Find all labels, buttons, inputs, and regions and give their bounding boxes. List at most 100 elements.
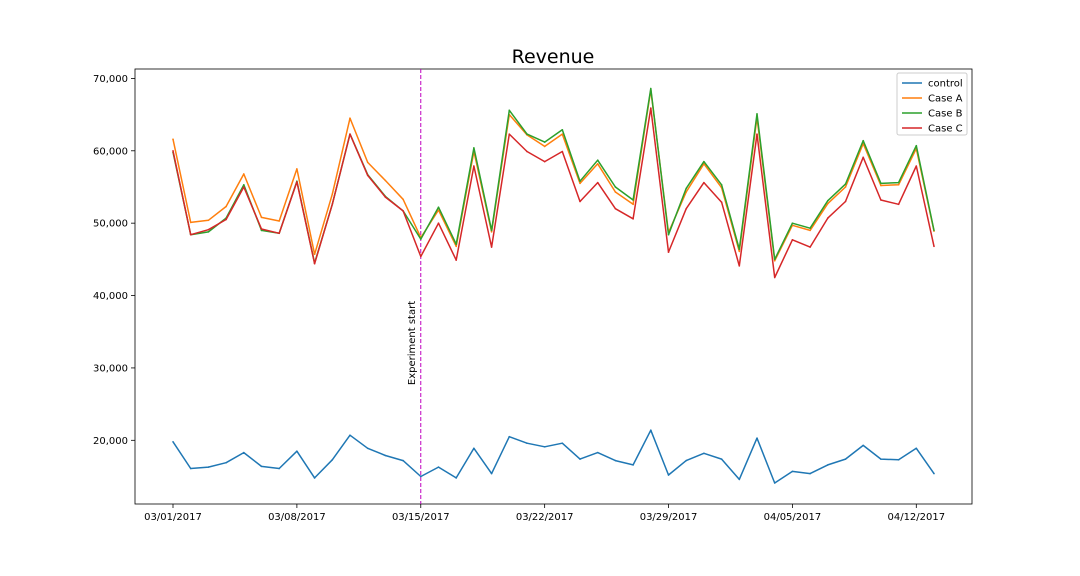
data-point [384, 196, 387, 198]
data-point [526, 150, 528, 153]
data-point [596, 163, 599, 165]
data-point [260, 228, 263, 230]
data-point [614, 207, 617, 210]
data-point [685, 459, 688, 462]
data-point [738, 250, 741, 253]
data-point [685, 207, 688, 210]
data-point [402, 210, 404, 212]
data-point [756, 113, 758, 115]
data-point [756, 437, 758, 439]
data-point [915, 144, 918, 147]
data-point [738, 265, 741, 267]
y-tick-label: 20,000 [93, 436, 128, 447]
data-point [880, 458, 882, 460]
data-point [402, 459, 404, 462]
data-point [242, 184, 245, 186]
data-point [490, 231, 493, 233]
experiment-start-label: Experiment start [407, 301, 418, 385]
data-point [596, 159, 599, 161]
data-point [225, 218, 227, 221]
data-point [331, 193, 334, 196]
data-point [437, 206, 440, 209]
data-point [579, 458, 581, 460]
series-line-control [172, 429, 935, 484]
data-point [791, 470, 794, 473]
data-point [490, 472, 493, 475]
data-point [543, 160, 546, 163]
data-point [614, 191, 617, 193]
plot-frame [134, 68, 973, 505]
data-point [791, 239, 794, 241]
data-point [313, 262, 316, 265]
data-point [419, 475, 422, 478]
y-tick-label: 50,000 [93, 219, 128, 230]
data-point [490, 229, 493, 232]
data-point [543, 446, 546, 448]
y-tick-label: 70,000 [93, 74, 128, 85]
data-point [526, 442, 528, 445]
data-point [490, 246, 493, 248]
data-point [455, 477, 457, 479]
data-point [207, 219, 210, 222]
data-point [809, 229, 811, 232]
y-tick-label: 60,000 [93, 146, 128, 157]
data-point [172, 440, 174, 443]
data-point [632, 464, 634, 466]
data-point [437, 466, 440, 468]
x-tick-label: 03/01/2017 [144, 512, 202, 523]
data-point [242, 173, 245, 175]
data-point [296, 181, 298, 183]
data-point [827, 217, 829, 219]
data-point [508, 435, 511, 438]
data-point [172, 138, 174, 141]
x-tick-label: 03/15/2017 [392, 512, 450, 523]
x-tick-label: 04/12/2017 [887, 512, 945, 523]
data-point [260, 216, 263, 219]
data-point [650, 107, 652, 109]
data-point [437, 222, 440, 224]
data-point [561, 128, 564, 131]
data-point [313, 477, 316, 479]
data-point [773, 482, 776, 484]
data-point [844, 186, 847, 188]
data-point [720, 184, 723, 186]
data-point [278, 232, 280, 235]
data-point [278, 220, 280, 222]
data-point [260, 465, 263, 468]
x-tick-label: 03/22/2017 [516, 512, 574, 523]
data-point [791, 222, 794, 224]
data-point [933, 229, 935, 232]
data-point [278, 467, 280, 470]
data-point [331, 459, 334, 461]
data-point [915, 447, 918, 450]
data-point [897, 181, 900, 184]
data-point [650, 87, 652, 90]
data-point [862, 139, 865, 142]
data-point [614, 459, 617, 462]
data-point [313, 253, 316, 256]
series-line-case-c [172, 107, 935, 279]
y-tick-label: 40,000 [93, 291, 128, 302]
data-point [473, 165, 475, 167]
data-point [189, 221, 192, 224]
data-point [242, 451, 245, 454]
data-point [809, 227, 811, 230]
data-point [579, 200, 581, 203]
data-point [685, 187, 688, 190]
data-point [773, 258, 776, 261]
data-point [773, 260, 776, 262]
data-point [915, 165, 918, 167]
data-point [632, 218, 634, 220]
data-point [349, 117, 351, 120]
data-point [809, 246, 811, 248]
data-point [526, 133, 528, 135]
data-point [596, 451, 599, 454]
data-point [703, 181, 705, 184]
data-point [844, 200, 847, 203]
data-point [242, 186, 245, 188]
data-point [862, 444, 865, 447]
legend-entry: Case A [928, 94, 963, 105]
data-point [667, 251, 670, 253]
data-point [880, 184, 882, 187]
